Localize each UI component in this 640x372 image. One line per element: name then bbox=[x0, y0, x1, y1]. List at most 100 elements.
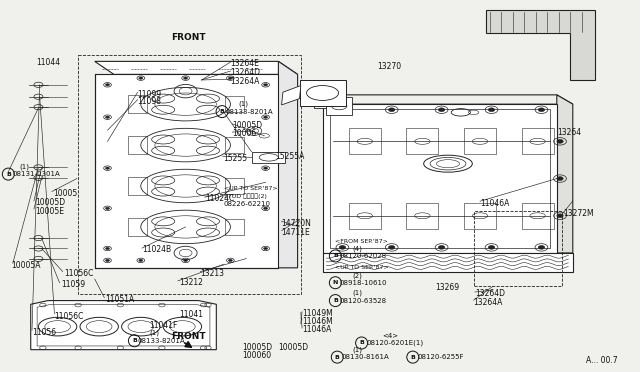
Text: B: B bbox=[410, 355, 415, 360]
Text: <4>: <4> bbox=[382, 333, 398, 339]
Ellipse shape bbox=[557, 140, 563, 143]
Text: 100060: 100060 bbox=[242, 351, 271, 360]
Text: (1): (1) bbox=[352, 346, 362, 353]
Polygon shape bbox=[301, 82, 326, 100]
Text: B: B bbox=[333, 298, 338, 303]
Polygon shape bbox=[31, 301, 216, 350]
Text: 10005E: 10005E bbox=[35, 207, 64, 216]
Text: 11098: 11098 bbox=[138, 97, 161, 106]
Text: 11041: 11041 bbox=[179, 310, 204, 319]
Polygon shape bbox=[252, 152, 285, 163]
Ellipse shape bbox=[184, 77, 188, 79]
Text: 08120-63528: 08120-63528 bbox=[339, 298, 387, 304]
Text: 13272M: 13272M bbox=[563, 209, 594, 218]
Text: <FROM SEP.'87>: <FROM SEP.'87> bbox=[335, 238, 388, 244]
Text: B: B bbox=[359, 340, 364, 346]
Polygon shape bbox=[282, 86, 301, 105]
Text: B: B bbox=[333, 253, 338, 259]
Text: B: B bbox=[6, 171, 11, 177]
Text: 10005D: 10005D bbox=[278, 343, 308, 352]
Text: B: B bbox=[335, 355, 340, 360]
Ellipse shape bbox=[106, 247, 109, 250]
Text: 08226-62210: 08226-62210 bbox=[224, 201, 271, 207]
Polygon shape bbox=[278, 61, 298, 268]
Text: 13269: 13269 bbox=[435, 283, 460, 292]
Text: 11056: 11056 bbox=[32, 328, 56, 337]
Polygon shape bbox=[326, 97, 352, 115]
Text: 10005D: 10005D bbox=[232, 121, 262, 130]
Text: 11024B: 11024B bbox=[142, 246, 172, 254]
Polygon shape bbox=[300, 80, 346, 106]
Ellipse shape bbox=[339, 108, 346, 112]
Text: 10005: 10005 bbox=[53, 189, 77, 198]
Text: 11041F: 11041F bbox=[149, 321, 177, 330]
Text: 11051A: 11051A bbox=[106, 295, 135, 304]
Polygon shape bbox=[323, 95, 573, 104]
Text: 13264E: 13264E bbox=[230, 60, 259, 68]
Text: 08133-8201A: 08133-8201A bbox=[226, 109, 273, 115]
Ellipse shape bbox=[106, 167, 109, 169]
Ellipse shape bbox=[106, 116, 109, 118]
Text: 13270: 13270 bbox=[378, 62, 402, 71]
Ellipse shape bbox=[264, 84, 268, 86]
Ellipse shape bbox=[538, 108, 545, 112]
Ellipse shape bbox=[557, 177, 563, 180]
Text: 10005A: 10005A bbox=[12, 261, 41, 270]
Ellipse shape bbox=[438, 246, 445, 249]
Polygon shape bbox=[323, 104, 557, 253]
Text: 11056C: 11056C bbox=[54, 312, 84, 321]
Text: 08130-8161A: 08130-8161A bbox=[341, 354, 389, 360]
Text: 13264A: 13264A bbox=[230, 77, 260, 86]
Ellipse shape bbox=[228, 77, 232, 79]
Ellipse shape bbox=[264, 167, 268, 169]
Text: 11046A: 11046A bbox=[480, 199, 509, 208]
Text: 10005D: 10005D bbox=[242, 343, 272, 352]
Polygon shape bbox=[486, 10, 595, 80]
Ellipse shape bbox=[488, 108, 495, 112]
Ellipse shape bbox=[139, 77, 143, 79]
Text: 14711E: 14711E bbox=[282, 228, 310, 237]
Text: 08133-8201A: 08133-8201A bbox=[138, 338, 185, 344]
Text: 13213: 13213 bbox=[200, 269, 225, 278]
Ellipse shape bbox=[264, 247, 268, 250]
Text: A... 00.7: A... 00.7 bbox=[586, 356, 618, 365]
Text: STUD スタッド(2): STUD スタッド(2) bbox=[224, 193, 267, 199]
Text: 13212: 13212 bbox=[179, 278, 203, 287]
Text: 13264A: 13264A bbox=[474, 298, 503, 307]
Ellipse shape bbox=[557, 214, 563, 218]
Text: (2): (2) bbox=[352, 272, 362, 279]
Text: 15255A: 15255A bbox=[275, 152, 305, 161]
Text: 14720N: 14720N bbox=[282, 219, 312, 228]
Text: <UP TO SEP.'87>: <UP TO SEP.'87> bbox=[224, 186, 278, 192]
Ellipse shape bbox=[388, 246, 395, 249]
Text: 08131-0301A: 08131-0301A bbox=[13, 171, 61, 177]
Text: 10005D: 10005D bbox=[35, 198, 65, 207]
Ellipse shape bbox=[228, 259, 232, 262]
Ellipse shape bbox=[106, 259, 109, 262]
Text: (1): (1) bbox=[352, 290, 362, 296]
Text: 08918-10610: 08918-10610 bbox=[339, 280, 387, 286]
Text: FRONT: FRONT bbox=[172, 33, 206, 42]
Text: N: N bbox=[333, 280, 338, 285]
Text: 08120-6255F: 08120-6255F bbox=[417, 354, 464, 360]
Polygon shape bbox=[557, 95, 573, 253]
Ellipse shape bbox=[264, 116, 268, 118]
Text: 11059: 11059 bbox=[61, 280, 85, 289]
Ellipse shape bbox=[184, 259, 188, 262]
Ellipse shape bbox=[139, 259, 143, 262]
Text: 08120-6201E(1): 08120-6201E(1) bbox=[366, 340, 423, 346]
Text: (1): (1) bbox=[239, 101, 249, 108]
Polygon shape bbox=[314, 89, 339, 108]
Text: (4): (4) bbox=[352, 245, 362, 252]
Text: FRONT: FRONT bbox=[172, 332, 206, 341]
Text: 11024C: 11024C bbox=[205, 194, 234, 203]
Text: 13264: 13264 bbox=[557, 128, 581, 137]
Text: 11044: 11044 bbox=[36, 58, 61, 67]
Text: 11046A: 11046A bbox=[302, 326, 332, 334]
Text: (1): (1) bbox=[149, 330, 159, 336]
Text: 11049M: 11049M bbox=[302, 309, 333, 318]
Text: 15255: 15255 bbox=[223, 154, 247, 163]
Ellipse shape bbox=[264, 207, 268, 209]
Text: (1): (1) bbox=[19, 163, 29, 170]
Text: 11056C: 11056C bbox=[64, 269, 93, 278]
